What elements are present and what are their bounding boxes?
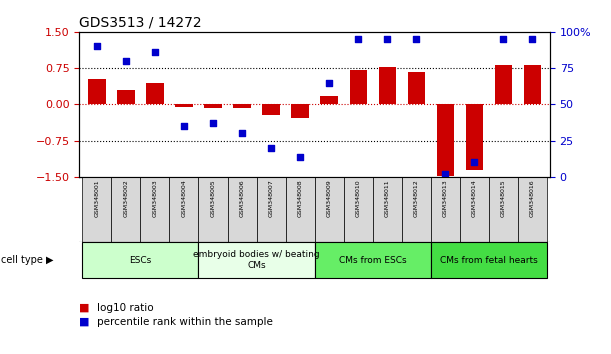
Text: GSM348012: GSM348012 bbox=[414, 179, 419, 217]
Bar bbox=[495, 65, 512, 104]
Text: percentile rank within the sample: percentile rank within the sample bbox=[97, 317, 273, 327]
Bar bbox=[408, 72, 425, 104]
Bar bbox=[141, 177, 169, 242]
Point bbox=[382, 36, 392, 42]
Point bbox=[469, 160, 479, 165]
Text: GSM348004: GSM348004 bbox=[181, 179, 186, 217]
Point bbox=[324, 80, 334, 85]
Text: log10 ratio: log10 ratio bbox=[97, 303, 153, 313]
Bar bbox=[88, 79, 106, 104]
Text: GSM348001: GSM348001 bbox=[94, 179, 100, 217]
Text: GSM348006: GSM348006 bbox=[240, 179, 244, 217]
Text: GSM348003: GSM348003 bbox=[152, 179, 158, 217]
Point bbox=[237, 131, 247, 136]
Text: GSM348005: GSM348005 bbox=[211, 179, 216, 217]
Bar bbox=[489, 177, 518, 242]
Text: GSM348015: GSM348015 bbox=[501, 179, 506, 217]
Point bbox=[441, 171, 450, 177]
Text: ■: ■ bbox=[79, 303, 90, 313]
Text: GSM348011: GSM348011 bbox=[385, 179, 390, 217]
Text: GSM348013: GSM348013 bbox=[443, 179, 448, 217]
Text: GSM348002: GSM348002 bbox=[123, 179, 128, 217]
Point bbox=[295, 154, 305, 160]
Bar bbox=[257, 177, 285, 242]
Text: GSM348007: GSM348007 bbox=[269, 179, 274, 217]
Bar bbox=[466, 104, 483, 170]
Bar bbox=[431, 177, 460, 242]
Bar bbox=[460, 177, 489, 242]
Text: GSM348009: GSM348009 bbox=[327, 179, 332, 217]
Bar bbox=[379, 67, 396, 104]
Text: cell type: cell type bbox=[1, 255, 43, 265]
Bar bbox=[344, 177, 373, 242]
Text: CMs from fetal hearts: CMs from fetal hearts bbox=[440, 256, 538, 265]
Bar bbox=[233, 104, 251, 108]
Text: ■: ■ bbox=[79, 317, 90, 327]
Point bbox=[179, 124, 189, 129]
Bar bbox=[291, 104, 309, 118]
Bar bbox=[315, 242, 431, 278]
Point bbox=[411, 36, 421, 42]
Point bbox=[266, 145, 276, 151]
Text: embryoid bodies w/ beating
CMs: embryoid bodies w/ beating CMs bbox=[193, 251, 320, 270]
Text: GSM348014: GSM348014 bbox=[472, 179, 477, 217]
Bar bbox=[111, 177, 141, 242]
Bar bbox=[169, 177, 199, 242]
Text: GDS3513 / 14272: GDS3513 / 14272 bbox=[79, 15, 202, 29]
Bar bbox=[524, 65, 541, 104]
Bar bbox=[285, 177, 315, 242]
Point bbox=[527, 36, 537, 42]
Bar bbox=[437, 104, 454, 176]
Bar bbox=[82, 177, 111, 242]
Point bbox=[92, 44, 102, 49]
Bar bbox=[82, 242, 199, 278]
Bar bbox=[402, 177, 431, 242]
Bar bbox=[431, 242, 547, 278]
Text: GSM348010: GSM348010 bbox=[356, 179, 360, 217]
Bar bbox=[349, 70, 367, 104]
Bar bbox=[227, 177, 257, 242]
Point bbox=[499, 36, 508, 42]
Text: GSM348016: GSM348016 bbox=[530, 179, 535, 217]
Text: GSM348008: GSM348008 bbox=[298, 179, 302, 217]
Point bbox=[208, 120, 218, 126]
Bar bbox=[315, 177, 344, 242]
Bar bbox=[146, 82, 164, 104]
Bar bbox=[518, 177, 547, 242]
Point bbox=[353, 36, 363, 42]
Text: CMs from ESCs: CMs from ESCs bbox=[339, 256, 406, 265]
Text: ▶: ▶ bbox=[46, 255, 54, 265]
Bar bbox=[321, 96, 338, 104]
Bar bbox=[262, 104, 280, 115]
Bar bbox=[373, 177, 402, 242]
Bar bbox=[199, 242, 315, 278]
Point bbox=[121, 58, 131, 64]
Bar bbox=[117, 90, 134, 104]
Bar bbox=[199, 177, 227, 242]
Bar bbox=[175, 104, 192, 107]
Text: ESCs: ESCs bbox=[130, 256, 152, 265]
Bar bbox=[204, 104, 222, 108]
Point bbox=[150, 49, 160, 55]
